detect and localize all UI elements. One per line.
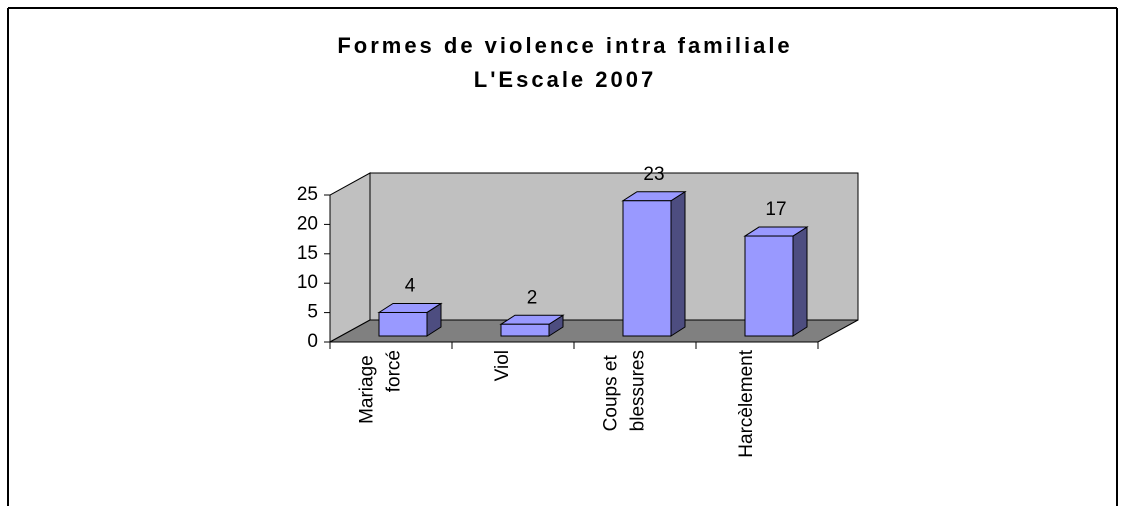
bar: [743, 226, 809, 337]
y-tick-label: 15: [297, 243, 318, 264]
value-label: 2: [527, 287, 538, 308]
bar-front: [500, 323, 550, 337]
x-tick-label: Viol: [492, 350, 513, 381]
y-tick-label: 25: [297, 184, 318, 205]
value-label: 4: [405, 275, 416, 296]
y-tick-label: 5: [307, 302, 318, 323]
side-wall: [329, 172, 371, 343]
bar: [499, 314, 565, 337]
x-tick-label: Harcèlement: [736, 349, 757, 457]
x-tick-label: Mariage forcé: [357, 350, 405, 424]
y-tick-label: 20: [297, 213, 318, 234]
bar: [377, 302, 443, 337]
y-tick-label: 10: [297, 272, 318, 293]
chart-title: L'Escale 2007: [474, 67, 656, 92]
chart-title: Formes de violence intra familiale: [337, 33, 792, 58]
bar-side: [792, 226, 808, 337]
value-label: 17: [765, 199, 786, 220]
bar: [621, 190, 687, 337]
x-tick-label: Coups et blessures: [601, 350, 649, 431]
bar-front: [622, 200, 672, 337]
value-label: 23: [643, 164, 664, 185]
bar-side: [670, 190, 686, 337]
bar-front: [744, 235, 794, 337]
bar-front: [378, 311, 428, 337]
y-tick-label: 0: [307, 331, 318, 352]
